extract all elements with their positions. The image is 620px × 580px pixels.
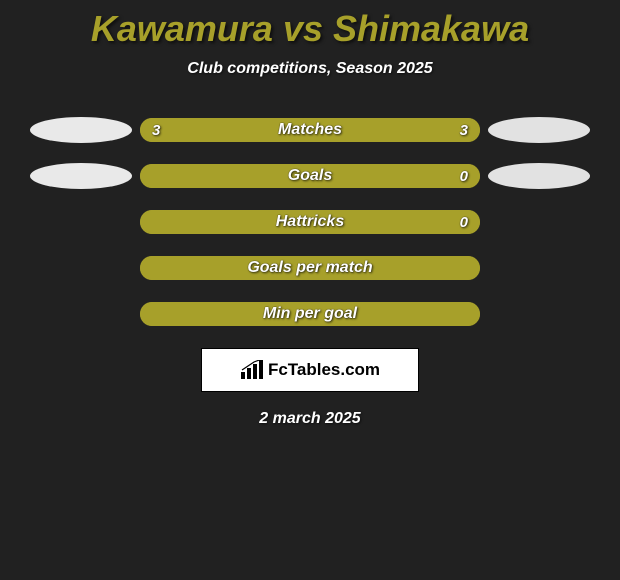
brand-text: FcTables.com <box>268 360 380 380</box>
player-right-marker <box>488 163 590 189</box>
player-left-marker <box>30 301 132 327</box>
player-left-marker <box>30 163 132 189</box>
stat-bar: Min per goal <box>140 302 480 326</box>
player-left-marker <box>30 117 132 143</box>
comparison-row: 33Matches <box>0 118 620 142</box>
stat-bar: Goals per match <box>140 256 480 280</box>
brand-box: FcTables.com <box>201 348 419 392</box>
bar-fill-left <box>140 210 480 234</box>
comparison-row: 0Goals <box>0 164 620 188</box>
date-line: 2 march 2025 <box>0 410 620 428</box>
bar-fill-left <box>140 118 310 142</box>
page-subtitle: Club competitions, Season 2025 <box>0 60 620 78</box>
player-right-marker <box>488 301 590 327</box>
comparison-row: Goals per match <box>0 256 620 280</box>
bar-fill-left <box>140 256 480 280</box>
player-left-marker <box>30 209 132 235</box>
stat-bar: 0Goals <box>140 164 480 188</box>
player-left-marker <box>30 255 132 281</box>
player-right-marker <box>488 117 590 143</box>
comparison-row: 0Hattricks <box>0 210 620 234</box>
stat-bar: 0Hattricks <box>140 210 480 234</box>
player-right-marker <box>488 209 590 235</box>
stat-bar: 33Matches <box>140 118 480 142</box>
bar-fill-right <box>310 118 480 142</box>
player-right-marker <box>488 255 590 281</box>
comparison-row: Min per goal <box>0 302 620 326</box>
chart-logo-icon <box>240 360 264 380</box>
bar-fill-left <box>140 164 480 188</box>
bar-fill-left <box>140 302 480 326</box>
comparison-chart: 33Matches 0Goals 0Hattricks Goals per match… <box>0 118 620 326</box>
page-title: Kawamura vs Shimakawa <box>0 0 620 50</box>
